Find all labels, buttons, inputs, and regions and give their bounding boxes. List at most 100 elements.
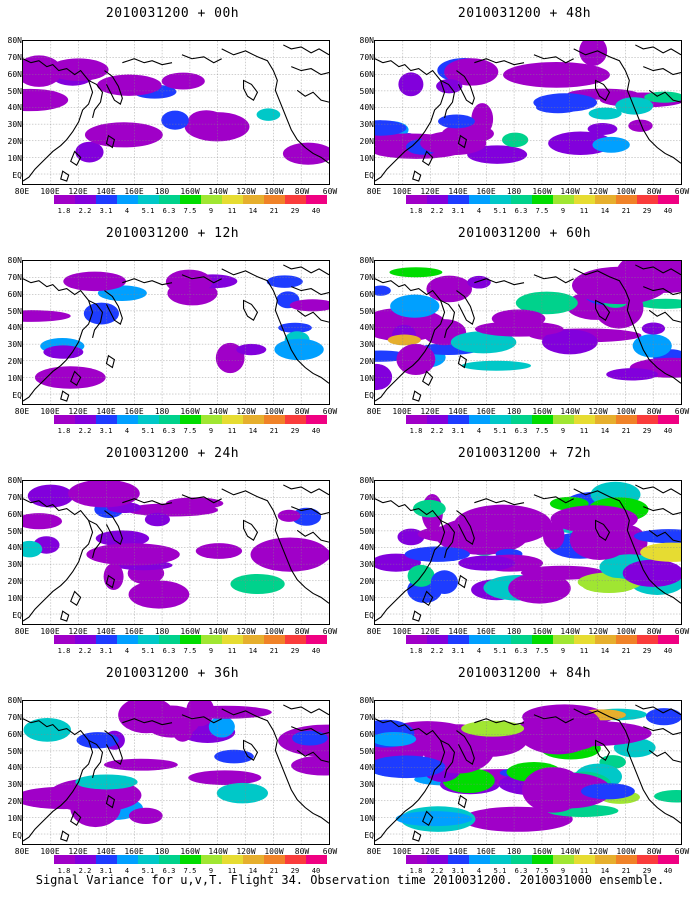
lat-label: 30N: [7, 560, 22, 570]
lat-label: 40N: [359, 763, 374, 773]
variance-contour: [214, 749, 254, 764]
colorbar-label: 6.3: [162, 867, 176, 875]
variance-contour: [474, 321, 564, 337]
lat-label: 60N: [7, 289, 22, 299]
variance-contour: [230, 573, 285, 594]
lon-label: 100W: [264, 847, 284, 856]
coastline: [88, 519, 104, 559]
coastline: [181, 714, 222, 724]
colorbar-label: 11: [579, 427, 589, 435]
variance-contour: [467, 145, 528, 164]
coastline: [456, 510, 475, 545]
colorbar-label: 3.1: [99, 867, 113, 875]
variance-contour: [165, 269, 213, 295]
colorbar-label: 9: [560, 207, 566, 215]
lon-label: 120E: [420, 407, 440, 416]
variance-contour: [375, 285, 391, 296]
colorbar-label: 40: [311, 207, 321, 215]
coastline: [60, 610, 70, 622]
variance-contour: [282, 142, 329, 165]
colorbar-label: 5.1: [141, 207, 155, 215]
lon-label: 60W: [674, 407, 690, 416]
variance-map: [23, 701, 329, 844]
lon-label: 180: [154, 407, 170, 416]
coastline: [573, 48, 681, 164]
panel-title: 2010031200 + 72h: [457, 446, 592, 461]
variance-map: [23, 261, 329, 404]
colorbar-label: 14: [248, 867, 258, 875]
lat-label: 20N: [7, 797, 22, 807]
coastline: [243, 79, 259, 101]
lon-label: 120E: [68, 627, 88, 636]
variance-map: [375, 41, 681, 184]
lon-label: 80W: [646, 627, 662, 636]
panel-title: 2010031200 + 36h: [105, 666, 240, 681]
coastline: [533, 714, 574, 724]
lon-label: 60W: [674, 627, 690, 636]
coastline: [122, 718, 173, 726]
colorbar-label: 6.3: [162, 647, 176, 655]
variance-map: [375, 481, 681, 624]
lat-label: 80N: [7, 696, 22, 705]
colorbar-swatch: [306, 195, 327, 204]
colorbar-label: 40: [311, 867, 321, 875]
variance-contour: [63, 271, 127, 292]
lon-label: 160W: [532, 847, 552, 856]
panel-title: 2010031200 + 12h: [105, 226, 240, 241]
lon-label: 100E: [40, 847, 60, 856]
lon-label: 140W: [208, 407, 228, 416]
lon-label: 140E: [448, 627, 468, 636]
colorbar-label: 4: [476, 207, 482, 215]
colorbar-swatch: [54, 195, 75, 204]
map-panel: 2010031200 + 84h 80N 70N 60N 50N 40N 30N 20N 10N…: [352, 660, 697, 882]
lon-label: 160E: [476, 627, 496, 636]
lat-label: 10N: [7, 154, 22, 164]
variance-map: [375, 701, 681, 844]
lon-label: 160W: [180, 187, 200, 196]
variance-contour: [592, 136, 630, 153]
colorbar-swatch: [96, 635, 117, 644]
coastline: [440, 79, 456, 119]
lon-label: 120E: [420, 627, 440, 636]
lat-label: 60N: [359, 69, 374, 79]
colorbar-swatch: [532, 195, 553, 204]
variance-contour: [503, 61, 610, 88]
variance-contour: [461, 720, 525, 737]
colorbar-swatch: [406, 415, 427, 424]
coastline: [533, 274, 574, 284]
colorbar-label: 9: [208, 867, 214, 875]
colorbar-label: 29: [642, 427, 652, 435]
lat-label: 40N: [7, 763, 22, 773]
coastline: [375, 278, 446, 402]
lon-label: 120W: [588, 847, 608, 856]
colorbar-swatch: [406, 855, 427, 864]
coastline: [105, 134, 116, 149]
lon-label: 60W: [674, 847, 690, 856]
coastline: [296, 529, 329, 543]
coastline: [422, 590, 434, 607]
lon-label: 100E: [40, 407, 60, 416]
lon-label: 120W: [236, 407, 256, 416]
panel-title: 2010031200 + 60h: [457, 226, 592, 241]
lon-label: 140W: [560, 187, 580, 196]
lon-label: 120W: [236, 847, 256, 856]
colorbar-label: 3.1: [451, 867, 465, 875]
variance-contour: [291, 755, 329, 776]
colorbar-label: 1.8: [409, 427, 423, 435]
lat-label: 80N: [7, 256, 22, 265]
coastline: [104, 70, 123, 105]
lat-label: 80N: [359, 256, 374, 265]
lon-label: 160E: [124, 407, 144, 416]
colorbar-swatch: [616, 855, 637, 864]
variance-contour: [390, 294, 440, 318]
colorbar-swatch: [511, 855, 532, 864]
lon-label: 140W: [560, 407, 580, 416]
variance-contour: [43, 345, 84, 359]
variance-contour: [587, 123, 618, 135]
colorbar-swatch: [469, 195, 490, 204]
colorbar-swatch: [574, 635, 595, 644]
colorbar-swatch: [264, 415, 285, 424]
colorbar-label: 6.3: [514, 207, 528, 215]
colorbar-label: 7.5: [535, 647, 549, 655]
map-frame: [374, 260, 682, 405]
